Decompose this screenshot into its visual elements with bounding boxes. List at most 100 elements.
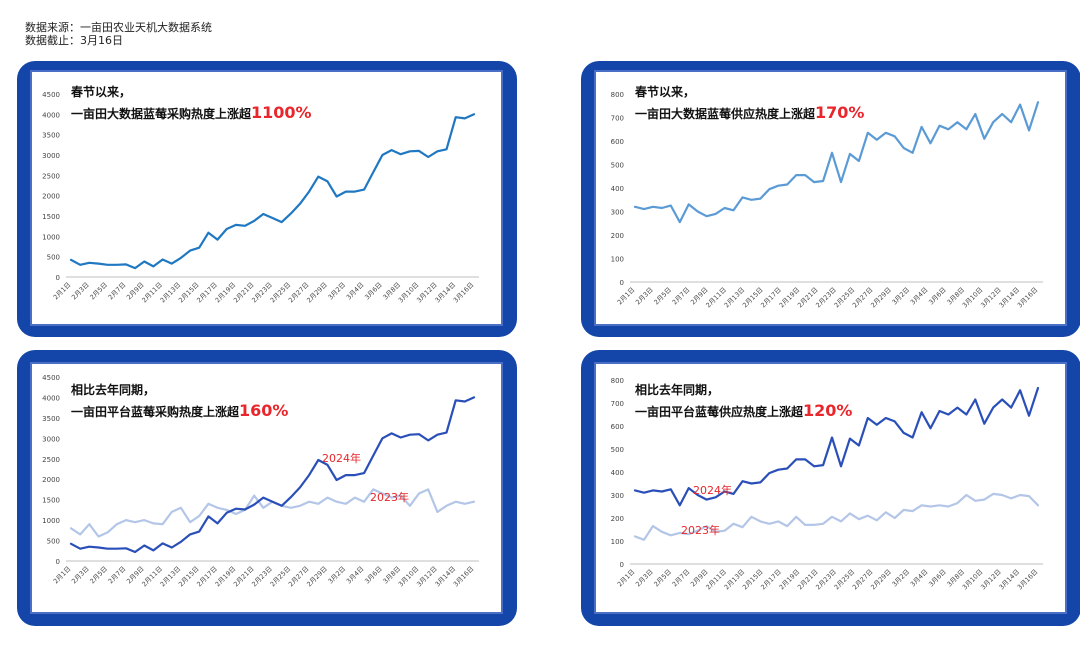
x-tick-label: 2月5日 bbox=[652, 286, 673, 307]
x-tick-label: 2月1日 bbox=[616, 286, 637, 307]
y-tick-label: 500 bbox=[611, 162, 624, 170]
source-line: 数据来源：一亩田农业天机大数据系统 bbox=[25, 21, 212, 34]
x-tick-label: 2月1日 bbox=[52, 565, 73, 586]
panel-purchase-since-festival: 0 500 1000 1500 2000 2500 3000 3500 4000 4500 2月1日… bbox=[17, 61, 517, 337]
y-tick-label: 800 bbox=[611, 91, 624, 99]
chart-title-highlight: 160% bbox=[239, 401, 288, 420]
x-tick-label: 3月4日 bbox=[909, 286, 930, 307]
chart-title-highlight: 170% bbox=[815, 103, 864, 122]
series-name-label: 2023年 bbox=[370, 490, 409, 504]
x-tick-label: 2月29日 bbox=[305, 565, 329, 589]
chart-frame: 0 100 200 300 400 500 600 700 800 2月1日 2月3日 2月5日 2月7… bbox=[594, 70, 1067, 326]
y-tick-label: 0 bbox=[56, 558, 60, 566]
y-tick-label: 700 bbox=[611, 115, 624, 123]
y-tick-label: 2000 bbox=[42, 193, 60, 201]
chart-title-line1: 相比去年同期， bbox=[71, 382, 155, 397]
x-tick-label: 2月5日 bbox=[88, 565, 109, 586]
y-tick-label: 200 bbox=[611, 515, 624, 523]
x-tick-label: 3月2日 bbox=[326, 281, 347, 302]
x-tick-label: 2月5日 bbox=[88, 281, 109, 302]
chart-title-prefix: 一亩田大数据蓝莓采购热度上涨超 bbox=[71, 106, 252, 121]
x-tick-label: 2月7日 bbox=[107, 565, 128, 586]
y-tick-label: 400 bbox=[611, 185, 624, 193]
series-name-label: 2023年 bbox=[681, 523, 720, 537]
chart-supply-yoy: 0 100 200 300 400 500 600 700 800 2月1日2月3日2月5日2月7… bbox=[611, 377, 1043, 592]
y-tick-label: 800 bbox=[611, 377, 624, 385]
y-tick-label: 2000 bbox=[42, 476, 60, 484]
x-tick-label: 3月4日 bbox=[345, 565, 366, 586]
y-tick-label: 500 bbox=[47, 254, 60, 262]
panel-supply-since-festival: 0 100 200 300 400 500 600 700 800 2月1日 2月3日 2月5日 2月7… bbox=[581, 61, 1080, 337]
x-tick-label: 2月3日 bbox=[634, 286, 655, 307]
y-tick-label: 600 bbox=[611, 138, 624, 146]
y-tick-label: 700 bbox=[611, 400, 624, 408]
y-tick-label: 2500 bbox=[42, 456, 60, 464]
series-name-label: 2024年 bbox=[693, 483, 732, 497]
y-tick-label: 100 bbox=[611, 538, 624, 546]
series-name-label: 2024年 bbox=[322, 451, 361, 465]
chart-title-highlight: 120% bbox=[803, 401, 852, 420]
panel-supply-yoy: 0 100 200 300 400 500 600 700 800 2月1日 2月3日 2月5日 2月7… bbox=[581, 350, 1080, 626]
x-tick-label: 2月7日 bbox=[107, 281, 128, 302]
panel-purchase-yoy: 0 500 1000 1500 2000 2500 3000 3500 4000 4500 2月1日… bbox=[17, 350, 517, 626]
x-tick-label: 2月3日 bbox=[70, 281, 91, 302]
cutoff-line: 数据截止：3月16日 bbox=[25, 34, 123, 47]
chart-title-line1: 相比去年同期， bbox=[635, 382, 719, 397]
y-tick-label: 1000 bbox=[42, 233, 60, 241]
x-tick-label: 2月3日 bbox=[634, 568, 655, 589]
y-tick-label: 4000 bbox=[42, 111, 60, 119]
x-tick-label: 2月1日 bbox=[52, 281, 73, 302]
chart-title-prefix: 一亩田平台蓝莓采购热度上涨超 bbox=[71, 404, 240, 419]
chart-frame: 0 100 200 300 400 500 600 700 800 2月1日 2月3日 2月5日 2月7… bbox=[594, 362, 1067, 614]
y-tick-label: 0 bbox=[620, 279, 624, 287]
series-line bbox=[633, 101, 1040, 224]
y-tick-label: 500 bbox=[47, 538, 60, 546]
x-tick-label: 3月2日 bbox=[890, 568, 911, 589]
y-tick-label: 4500 bbox=[42, 91, 60, 99]
series-line bbox=[633, 386, 1040, 507]
y-tick-label: 2500 bbox=[42, 172, 60, 180]
y-tick-label: 100 bbox=[611, 256, 624, 264]
y-tick-label: 4500 bbox=[42, 374, 60, 382]
y-tick-label: 3000 bbox=[42, 435, 60, 443]
x-tick-label: 3月6日 bbox=[363, 281, 384, 302]
x-tick-label: 3月6日 bbox=[363, 565, 384, 586]
x-tick-label: 2月3日 bbox=[70, 565, 91, 586]
chart-title-prefix: 一亩田平台蓝莓供应热度上涨超 bbox=[635, 404, 804, 419]
chart-title-line2: 一亩田平台蓝莓供应热度上涨超120% bbox=[635, 401, 852, 420]
y-tick-label: 300 bbox=[611, 209, 624, 217]
x-tick-label: 3月16日 bbox=[1016, 286, 1040, 310]
chart-supply-since-festival: 0 100 200 300 400 500 600 700 800 2月1日2月3日2月5日2月7… bbox=[611, 84, 1043, 310]
x-tick-label: 3月2日 bbox=[890, 286, 911, 307]
y-tick-label: 500 bbox=[611, 446, 624, 454]
y-tick-label: 400 bbox=[611, 469, 624, 477]
x-tick-label: 2月5日 bbox=[652, 568, 673, 589]
series-line bbox=[69, 113, 476, 270]
chart-title-prefix: 一亩田大数据蓝莓供应热度上涨超 bbox=[635, 106, 816, 121]
x-tick-label: 3月2日 bbox=[326, 565, 347, 586]
x-tick-label: 2月7日 bbox=[671, 286, 692, 307]
x-tick-label: 3月4日 bbox=[909, 568, 930, 589]
y-tick-label: 3000 bbox=[42, 152, 60, 160]
y-tick-label: 1500 bbox=[42, 497, 60, 505]
y-tick-label: 1000 bbox=[42, 517, 60, 525]
y-tick-label: 300 bbox=[611, 492, 624, 500]
x-tick-label: 2月29日 bbox=[869, 568, 893, 592]
x-tick-label: 3月4日 bbox=[345, 281, 366, 302]
y-tick-label: 200 bbox=[611, 232, 624, 240]
chart-purchase-yoy: 0 500 1000 1500 2000 2500 3000 3500 4000 4500 2月1日… bbox=[42, 374, 479, 589]
series-line bbox=[633, 492, 1040, 541]
y-tick-label: 600 bbox=[611, 423, 624, 431]
x-tick-label: 3月6日 bbox=[927, 286, 948, 307]
x-tick-label: 2月7日 bbox=[671, 568, 692, 589]
chart-title-line1: 春节以来， bbox=[634, 84, 695, 99]
data-source-note: 数据来源：一亩田农业天机大数据系统 数据截止：3月16日 bbox=[25, 21, 212, 47]
y-tick-label: 3500 bbox=[42, 415, 60, 423]
y-tick-label: 1500 bbox=[42, 213, 60, 221]
chart-title-line2: 一亩田平台蓝莓采购热度上涨超160% bbox=[71, 401, 288, 420]
x-tick-label: 2月1日 bbox=[616, 568, 637, 589]
x-tick-label: 3月16日 bbox=[1016, 568, 1040, 592]
x-tick-label: 3月6日 bbox=[927, 568, 948, 589]
chart-frame: 0 500 1000 1500 2000 2500 3000 3500 4000 4500 2月1日… bbox=[30, 362, 503, 614]
chart-title-line2: 一亩田大数据蓝莓供应热度上涨超170% bbox=[635, 103, 864, 122]
